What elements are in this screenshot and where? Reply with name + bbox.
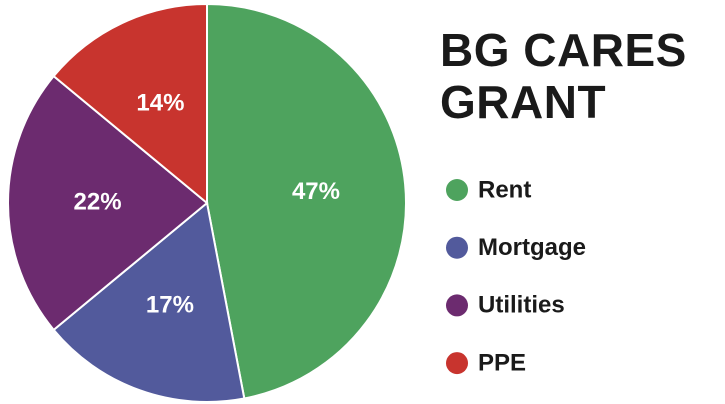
legend-swatch [446, 179, 468, 201]
legend-label: Utilities [478, 292, 565, 319]
pie-slice [206, 2, 407, 400]
pie-slice [52, 201, 246, 403]
legend-swatch [446, 352, 468, 375]
legend-label: PPE [478, 349, 526, 376]
pie-slice [52, 2, 208, 206]
legend-swatch [446, 236, 468, 259]
slice-label: 22% [74, 188, 122, 215]
legend-swatch [446, 294, 468, 317]
legend-label: Mortgage [478, 234, 586, 261]
chart-title: BG CARES GRANT [440, 24, 687, 128]
slice-label: 17% [146, 291, 194, 318]
legend-label: Rent [478, 176, 531, 203]
slice-label: 47% [292, 178, 340, 205]
slice-label: 14% [136, 89, 184, 116]
pie-slice [7, 74, 209, 332]
